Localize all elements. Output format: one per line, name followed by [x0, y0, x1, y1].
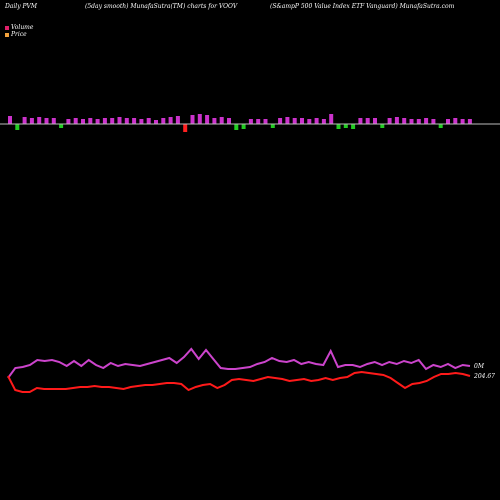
legend-volume-swatch [5, 25, 9, 30]
legend-price: Price [5, 31, 27, 38]
volume-bar [102, 118, 107, 124]
volume-bar [37, 117, 42, 124]
price-line [7, 370, 471, 393]
volume-bar [446, 119, 450, 124]
volume-bar [285, 117, 290, 124]
volume-bar [219, 117, 224, 124]
volume-bar [146, 118, 151, 124]
volume-bar [373, 118, 377, 124]
volume-bar [139, 119, 144, 124]
volume-bar [300, 118, 304, 124]
legend-volume: Volume [5, 24, 33, 31]
volume-bar [212, 118, 217, 124]
volume-bar [81, 119, 85, 124]
volume-bar [88, 118, 93, 124]
volume-bar [278, 118, 283, 124]
volume-bar [117, 117, 122, 124]
volume-bar [51, 118, 56, 124]
volume-bar [438, 124, 443, 128]
volume-bar [124, 118, 129, 124]
volume-bar [424, 118, 429, 124]
volume-bar [161, 118, 166, 124]
volume-bar [22, 117, 27, 124]
volume-bar [190, 115, 195, 124]
volume-bar [205, 115, 210, 124]
legend-price-label: Price [11, 31, 27, 38]
volume-bar [256, 119, 261, 124]
chart-title-middle: (5day smooth) MunafaSutra(TM) charts for… [85, 3, 238, 10]
volume-bar [467, 119, 472, 124]
volume-bar [175, 116, 180, 124]
legend-price-swatch [5, 32, 9, 37]
volume-bar [431, 119, 436, 124]
volume-bar [66, 119, 71, 124]
volume-bar [183, 124, 188, 132]
volume-line [7, 347, 471, 379]
volume-bar [241, 124, 246, 129]
volume-bar [270, 124, 275, 128]
volume-bar [314, 118, 319, 124]
volume-bar [248, 119, 253, 124]
volume-bar [358, 118, 363, 124]
volume-bar [197, 114, 202, 124]
volume-bar [15, 124, 20, 130]
volume-bar [365, 118, 370, 124]
chart-title-left: Daily PVM [5, 3, 38, 10]
volume-bar [409, 119, 414, 124]
volume-bar [154, 120, 158, 124]
volume-bar [8, 116, 12, 124]
volume-bar [95, 119, 100, 124]
volume-bar [380, 124, 385, 128]
volume-bar [402, 118, 407, 124]
volume-bar [110, 118, 115, 124]
volume-bar [321, 119, 326, 124]
volume-bar [73, 118, 78, 124]
volume-bar [460, 119, 465, 124]
volume-bar [263, 119, 268, 124]
volume-bar [292, 118, 297, 124]
volume-bar [394, 117, 399, 124]
volume-bar [132, 118, 137, 124]
volume-bar [336, 124, 341, 129]
volume-bar [387, 118, 392, 124]
chart-title-right: (S&ampP 500 Value Index ETF Vanguard) Mu… [270, 3, 455, 10]
volume-bar [351, 124, 356, 129]
volume-bar [343, 124, 348, 128]
volume-bar [44, 118, 49, 124]
volume-end-label: 0M [474, 363, 485, 370]
volume-bar [168, 117, 173, 124]
price-end-label: 204.67 [473, 373, 495, 380]
volume-bar [234, 124, 239, 130]
volume-bar [416, 119, 421, 124]
volume-bar [59, 124, 64, 128]
volume-bar [29, 118, 34, 124]
volume-bar [227, 118, 231, 124]
volume-bar [307, 119, 312, 124]
volume-bar [453, 118, 458, 124]
volume-bars [8, 114, 472, 132]
legend-volume-label: Volume [11, 24, 34, 31]
volume-bar [329, 114, 334, 124]
